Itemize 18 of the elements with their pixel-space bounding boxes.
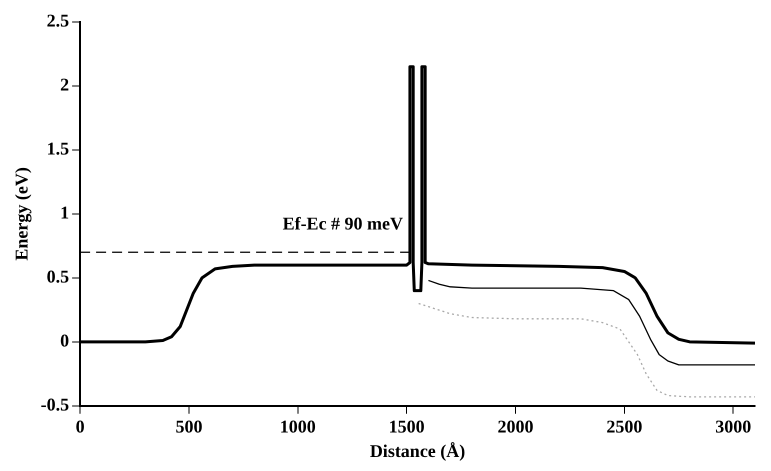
x-tick-label: 1000 [280,416,316,436]
x-tick-label: 500 [175,416,202,436]
x-tick-label: 3000 [715,416,752,436]
x-tick-label: 2000 [498,416,534,436]
y-tick-label: -0.5 [40,394,70,414]
y-tick-label: 0.5 [46,266,70,287]
x-tick-label: 1500 [388,416,425,436]
y-tick-label: 2.5 [46,10,70,31]
line-series [418,302,755,398]
y-tick-label: 2 [60,74,70,95]
y-tick-label: 1 [60,202,70,223]
annotation: Ef-Ec # 90 meV [282,213,404,234]
y-tick-label: 1.5 [46,138,70,159]
y-axis-title: Energy (eV) [11,167,32,261]
x-axis-title: Distance (Å) [370,440,466,461]
x-tick-label: 0 [76,416,85,436]
x-tick-label: 2500 [606,416,642,436]
y-tick-label: 0 [60,330,70,350]
